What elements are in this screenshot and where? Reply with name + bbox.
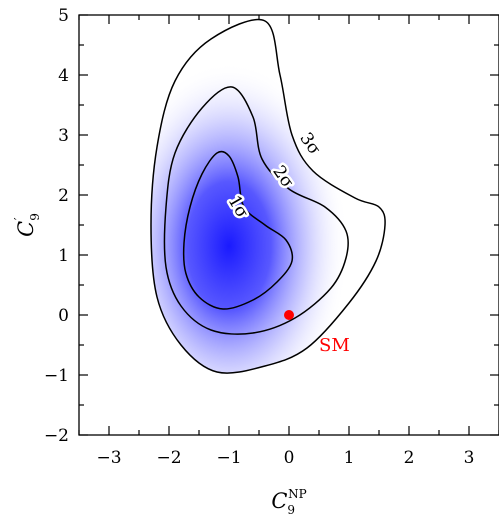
y-tick-label: 1 (58, 246, 69, 266)
y-tick-label: 2 (58, 186, 69, 206)
x-tick-label: −2 (156, 448, 181, 468)
y-tick-label: 4 (58, 66, 69, 86)
x-tick-label: −3 (96, 448, 121, 468)
sm-point-label: SM (319, 335, 350, 356)
y-axis-label: C9′ (12, 213, 42, 237)
x-tick-label: −1 (216, 448, 241, 468)
y-tick-label: 5 (58, 6, 69, 26)
x-tick-label: 2 (404, 448, 415, 468)
y-tick-label: −1 (44, 366, 69, 386)
y-tick-label: 0 (58, 306, 69, 326)
x-tick-label: 3 (464, 448, 475, 468)
sm-point (284, 310, 294, 320)
likelihood-density (79, 15, 499, 435)
density-fill (79, 15, 499, 435)
y-tick-label: 3 (58, 126, 69, 146)
x-tick-label: 1 (344, 448, 355, 468)
y-tick-label: −2 (44, 426, 69, 446)
x-tick-label: 0 (284, 448, 295, 468)
x-axis-label: C9NP (271, 487, 306, 514)
